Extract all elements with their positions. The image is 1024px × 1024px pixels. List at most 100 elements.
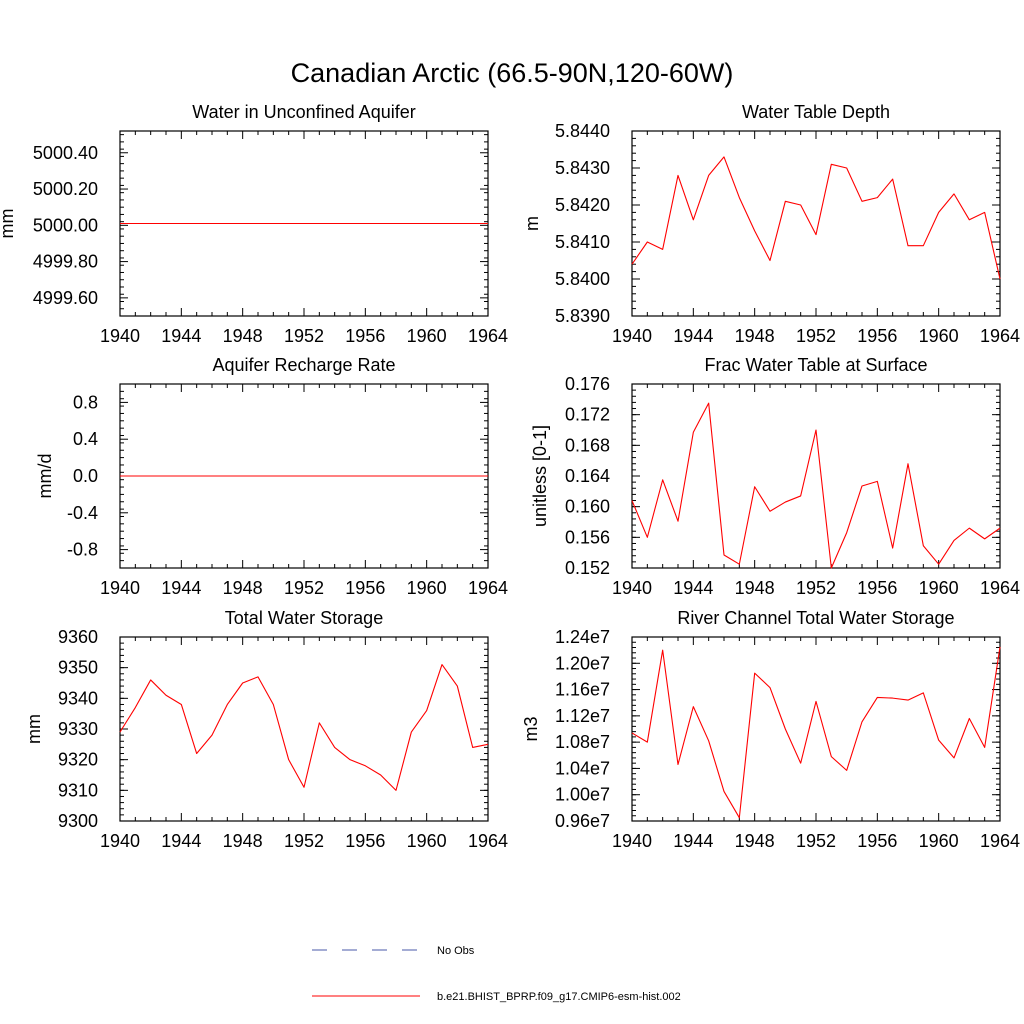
x-tick-label: 1960 bbox=[919, 578, 959, 598]
y-tick-label: 4999.60 bbox=[33, 288, 98, 308]
chart-panel-6: River Channel Total Water Storage 1940 194… bbox=[521, 608, 1020, 851]
x-tick-label: 1960 bbox=[407, 831, 447, 851]
y-axis-ticks: 9300 9310 9320 9330 9340 9350 9360 bbox=[58, 627, 488, 831]
y-tick-label: 5.8420 bbox=[555, 195, 610, 215]
panel-title: Frac Water Table at Surface bbox=[704, 355, 927, 375]
x-axis-ticks: 1940 1944 1948 1952 1956 1960 1964 bbox=[100, 384, 508, 598]
y-axis-label: mm/d bbox=[35, 454, 55, 499]
x-tick-label: 1956 bbox=[345, 326, 385, 346]
x-tick-label: 1960 bbox=[407, 578, 447, 598]
y-tick-label: 0.8 bbox=[73, 392, 98, 412]
y-tick-label: 9350 bbox=[58, 658, 98, 678]
x-tick-label: 1952 bbox=[284, 831, 324, 851]
x-tick-label: 1944 bbox=[673, 831, 713, 851]
chart-panel-1: Water in Unconfined Aquifer 1940 1944 1948 1… bbox=[0, 102, 508, 346]
y-tick-label: 5000.40 bbox=[33, 143, 98, 163]
x-tick-label: 1964 bbox=[980, 578, 1020, 598]
y-tick-label: 5.8390 bbox=[555, 306, 610, 326]
plot-frame bbox=[631, 383, 1001, 569]
legend-label: No Obs bbox=[437, 945, 475, 957]
x-tick-label: 1948 bbox=[223, 831, 263, 851]
x-tick-label: 1940 bbox=[612, 578, 652, 598]
x-axis-ticks: 1940 1944 1948 1952 1956 1960 1964 bbox=[612, 384, 1020, 598]
y-tick-label: 0.168 bbox=[565, 435, 610, 455]
x-tick-label: 1948 bbox=[735, 578, 775, 598]
panel-title: Water in Unconfined Aquifer bbox=[192, 102, 415, 122]
x-tick-label: 1948 bbox=[223, 578, 263, 598]
y-tick-label: 5.8400 bbox=[555, 269, 610, 289]
y-axis-ticks: 0.152 0.156 0.160 0.164 0.168 0.172 0.176 bbox=[565, 374, 1000, 578]
y-tick-label: 1.04e7 bbox=[555, 758, 610, 778]
x-tick-label: 1964 bbox=[468, 326, 508, 346]
y-tick-label: 9310 bbox=[58, 780, 98, 800]
panel-title: Aquifer Recharge Rate bbox=[212, 355, 395, 375]
x-axis-ticks: 1940 1944 1948 1952 1956 1960 1964 bbox=[100, 637, 508, 851]
y-axis-label: mm bbox=[0, 209, 17, 239]
series-line bbox=[631, 156, 1001, 280]
x-tick-label: 1952 bbox=[796, 326, 836, 346]
chart-panel-2: Water Table Depth 1940 1944 1948 1952 1956 196… bbox=[522, 102, 1020, 346]
x-tick-label: 1944 bbox=[161, 578, 201, 598]
y-tick-label: 0.0 bbox=[73, 466, 98, 486]
x-tick-label: 1944 bbox=[161, 326, 201, 346]
y-tick-label: 4999.80 bbox=[33, 252, 98, 272]
x-tick-label: 1956 bbox=[345, 831, 385, 851]
panel-title: Total Water Storage bbox=[225, 608, 383, 628]
legend-item-2: b.e21.BHIST_BPRP.f09_g17.CMIP6-esm-hist.… bbox=[312, 991, 681, 1003]
y-tick-label: 0.164 bbox=[565, 466, 610, 486]
y-tick-label: 0.176 bbox=[565, 374, 610, 394]
panel-title: River Channel Total Water Storage bbox=[677, 608, 954, 628]
x-tick-label: 1940 bbox=[612, 326, 652, 346]
y-tick-label: 5.8410 bbox=[555, 232, 610, 252]
y-tick-label: 1.24e7 bbox=[555, 627, 610, 647]
legend: No Obs b.e21.BHIST_BPRP.f09_g17.CMIP6-esm… bbox=[312, 945, 681, 1003]
x-tick-label: 1948 bbox=[223, 326, 263, 346]
panel-title: Water Table Depth bbox=[742, 102, 890, 122]
y-axis-ticks: -0.8 -0.4 0.0 0.4 0.8 bbox=[67, 383, 488, 569]
x-tick-label: 1940 bbox=[100, 326, 140, 346]
y-tick-label: 9330 bbox=[58, 719, 98, 739]
series-line bbox=[119, 664, 489, 791]
y-tick-label: 1.16e7 bbox=[555, 680, 610, 700]
x-tick-label: 1948 bbox=[735, 831, 775, 851]
x-tick-label: 1960 bbox=[919, 831, 959, 851]
x-tick-label: 1964 bbox=[980, 831, 1020, 851]
figure-title: Canadian Arctic (66.5-90N,120-60W) bbox=[291, 58, 734, 88]
x-tick-label: 1952 bbox=[284, 578, 324, 598]
y-tick-label: 0.160 bbox=[565, 497, 610, 517]
x-tick-label: 1940 bbox=[612, 831, 652, 851]
x-tick-label: 1940 bbox=[100, 831, 140, 851]
x-tick-label: 1956 bbox=[857, 326, 897, 346]
y-tick-label: 5000.20 bbox=[33, 179, 98, 199]
x-tick-label: 1964 bbox=[980, 326, 1020, 346]
legend-label: b.e21.BHIST_BPRP.f09_g17.CMIP6-esm-hist.… bbox=[437, 991, 681, 1003]
y-tick-label: 0.152 bbox=[565, 558, 610, 578]
y-axis-label: mm bbox=[24, 714, 44, 744]
y-tick-label: 9320 bbox=[58, 750, 98, 770]
x-tick-label: 1944 bbox=[673, 326, 713, 346]
legend-item-1: No Obs bbox=[312, 945, 475, 957]
y-tick-label: 0.96e7 bbox=[555, 811, 610, 831]
x-axis-ticks: 1940 1944 1948 1952 1956 1960 1964 bbox=[612, 131, 1020, 346]
x-tick-label: 1944 bbox=[161, 831, 201, 851]
y-tick-label: 5.8440 bbox=[555, 121, 610, 141]
y-axis-ticks: 0.96e7 1.00e7 1.04e7 1.08e7 1.12e7 1.16e7 1.20… bbox=[555, 627, 1000, 831]
x-tick-label: 1960 bbox=[919, 326, 959, 346]
x-tick-label: 1940 bbox=[100, 578, 140, 598]
y-tick-label: 1.20e7 bbox=[555, 653, 610, 673]
x-axis-ticks: 1940 1944 1948 1952 1956 1960 1964 bbox=[612, 637, 1020, 851]
y-tick-label: 1.12e7 bbox=[555, 706, 610, 726]
y-tick-label: 1.08e7 bbox=[555, 732, 610, 752]
y-tick-label: 0.4 bbox=[73, 429, 98, 449]
y-tick-label: 0.172 bbox=[565, 405, 610, 425]
y-axis-label: m bbox=[522, 216, 542, 231]
y-tick-label: 9300 bbox=[58, 811, 98, 831]
x-tick-label: 1964 bbox=[468, 831, 508, 851]
series-line bbox=[631, 402, 1001, 569]
y-tick-label: -0.8 bbox=[67, 540, 98, 560]
x-tick-label: 1952 bbox=[796, 831, 836, 851]
series-line bbox=[631, 646, 1001, 819]
y-tick-label: 5.8430 bbox=[555, 158, 610, 178]
